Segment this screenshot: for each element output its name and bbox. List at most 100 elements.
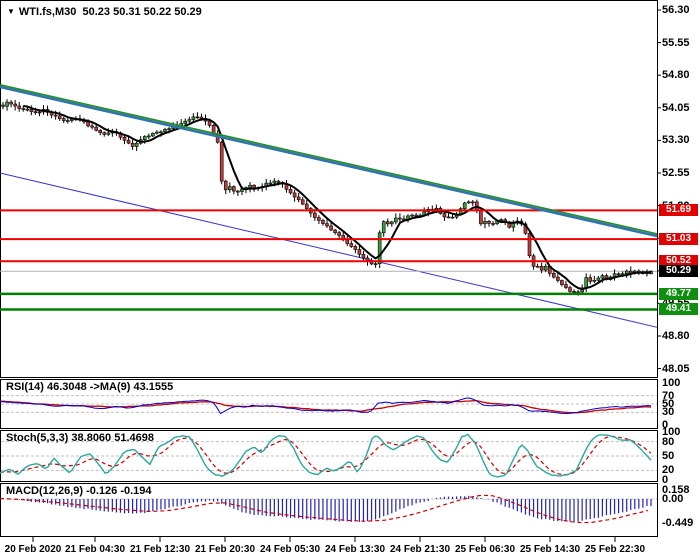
candle — [624, 269, 629, 278]
price-tick-label: 55.55 — [662, 36, 690, 49]
macd-pane[interactable] — [0, 494, 657, 524]
candle — [232, 185, 236, 195]
candle — [17, 101, 22, 112]
candle — [5, 99, 9, 111]
candle — [466, 200, 471, 204]
candle — [98, 129, 102, 136]
price-level-badge: 51.03 — [659, 233, 698, 246]
price-tick-label: 54.05 — [662, 101, 690, 114]
stoch-pane-title: Stoch(5,3,3) 38.8060 51.4698 — [6, 432, 154, 444]
price-tick-label: 53.30 — [662, 134, 690, 147]
price-tick-label: 54.80 — [662, 69, 690, 82]
candle — [288, 185, 293, 195]
candle — [389, 220, 394, 227]
stoch-tick-label: 80 — [662, 435, 675, 448]
candle — [325, 219, 329, 229]
candle — [155, 130, 159, 135]
candle — [535, 263, 540, 268]
candle — [292, 189, 297, 202]
candle — [308, 207, 313, 218]
candle — [130, 139, 135, 150]
macd-signal-line — [0, 494, 649, 524]
macd-pane-title: MACD(12,26,9) -0.126 -0.194 — [6, 485, 152, 497]
candle — [353, 244, 358, 254]
candle — [543, 263, 548, 273]
candle — [381, 220, 386, 237]
candle — [361, 250, 366, 261]
candle — [560, 279, 564, 287]
rsi-pane-title: RSI(14) 46.3048 ->MA(9) 43.1555 — [6, 381, 174, 393]
candle — [588, 274, 593, 285]
candle — [61, 116, 66, 124]
time-axis-label: 25 Feb 22:30 — [584, 544, 646, 555]
time-axis-label: 25 Feb 14:30 — [519, 544, 581, 555]
candle — [357, 244, 362, 258]
price-level-badge: 49.41 — [659, 303, 698, 316]
candle — [151, 132, 155, 138]
candle — [110, 128, 115, 137]
candle — [1, 102, 5, 110]
main-price-pane[interactable] — [0, 83, 658, 328]
candle — [13, 99, 17, 111]
time-axis-label: 21 Feb 12:30 — [129, 544, 191, 555]
price-tick-label: 48.80 — [662, 329, 690, 342]
lower-channel-trendline[interactable] — [0, 172, 658, 328]
macd-tick-label: -0.449 — [662, 517, 694, 530]
price-level-badge: 49.77 — [659, 287, 698, 300]
candle — [377, 230, 382, 269]
upper-channel-trendline-green[interactable] — [0, 83, 658, 235]
rsi-tick-label: 50 — [662, 398, 675, 410]
price-tick-label: 48.05 — [662, 362, 690, 375]
stoch-tick-label: 0 — [662, 474, 669, 486]
candle — [126, 137, 131, 145]
macd-histogram — [2, 495, 652, 523]
candle — [228, 182, 232, 193]
price-level-badge: 50.29 — [659, 265, 698, 278]
candle — [329, 222, 333, 232]
candle — [300, 197, 305, 206]
macd-tick-label: 0.00 — [662, 493, 684, 505]
candle — [470, 200, 475, 207]
candle — [394, 213, 398, 225]
stoch-tick-label: 20 — [662, 464, 675, 477]
rsi-tick-label: 100 — [662, 377, 681, 389]
time-axis-label: 24 Feb 13:30 — [324, 544, 386, 555]
candle — [345, 235, 350, 247]
price-tick-label: 56.30 — [662, 4, 690, 16]
candle — [304, 199, 309, 212]
candle — [398, 213, 402, 223]
candle — [373, 261, 378, 268]
candle — [296, 192, 301, 203]
macd-tick-label: 0.158 — [662, 484, 690, 497]
candle — [628, 266, 633, 278]
rsi-tick-label: 70 — [662, 389, 675, 402]
upper-channel-trendline-blue[interactable] — [0, 85, 658, 238]
candle — [187, 116, 192, 124]
candle — [487, 219, 491, 227]
candle — [556, 272, 560, 283]
rsi-line — [0, 397, 652, 415]
candle — [195, 112, 200, 119]
candle — [248, 182, 252, 193]
symbol-dropdown-icon[interactable]: ▼ — [7, 7, 15, 16]
chart-title: ▼ WTI.fs,M30 50.23 50.31 50.22 50.29 — [7, 6, 202, 18]
candle — [483, 217, 487, 229]
candle — [462, 201, 467, 211]
ohlc-readout: 50.23 50.31 50.22 50.29 — [82, 6, 202, 18]
candle — [191, 113, 196, 123]
candle — [280, 181, 285, 188]
time-axis-label: 24 Feb 05:30 — [259, 544, 321, 555]
candle — [349, 240, 354, 248]
rsi-tick-label: 0 — [662, 419, 669, 431]
rsi-tick-label: 30 — [662, 406, 675, 419]
candle — [385, 218, 390, 227]
candle — [317, 215, 321, 225]
stochastic-pane[interactable] — [0, 433, 657, 478]
candle — [491, 220, 495, 227]
rsi-pane[interactable] — [0, 395, 657, 415]
time-axis-label: 25 Feb 06:30 — [454, 544, 516, 555]
time-axis-ticks — [32, 537, 616, 542]
time-axis-label: 24 Feb 21:30 — [389, 544, 451, 555]
